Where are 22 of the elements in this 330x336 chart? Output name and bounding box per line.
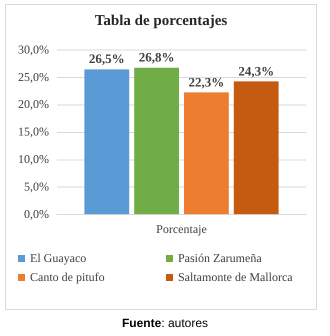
y-tick-label: 25,0% — [18, 70, 49, 84]
bar — [84, 69, 130, 214]
y-tick-label: 10,0% — [18, 152, 49, 166]
data-label: 24,3% — [238, 63, 274, 78]
legend-label: Saltamonte de Mallorca — [178, 270, 293, 285]
bar — [184, 92, 229, 214]
y-tick-label: 30,0% — [18, 42, 49, 56]
bar — [134, 68, 180, 214]
source-note: Fuente: autores — [120, 316, 210, 330]
x-tick-label: Porcentaje — [156, 222, 207, 236]
y-tick-label: 0,0% — [24, 206, 49, 221]
legend-label: El Guayaco — [30, 251, 86, 266]
data-label: 22,3% — [188, 74, 224, 90]
y-tick-label: 5,0% — [24, 179, 49, 194]
bar — [234, 81, 279, 214]
data-label: 26,8% — [138, 50, 174, 65]
y-tick-label: 15,0% — [18, 124, 49, 139]
chart-title: Tabla de porcentajes — [94, 13, 228, 30]
data-label: 26,5% — [88, 51, 125, 66]
legend-label: Pasión Zarumeña — [178, 251, 262, 266]
y-tick-label: 20,0% — [18, 97, 49, 112]
legend-label: Canto de pitufo — [30, 270, 105, 285]
